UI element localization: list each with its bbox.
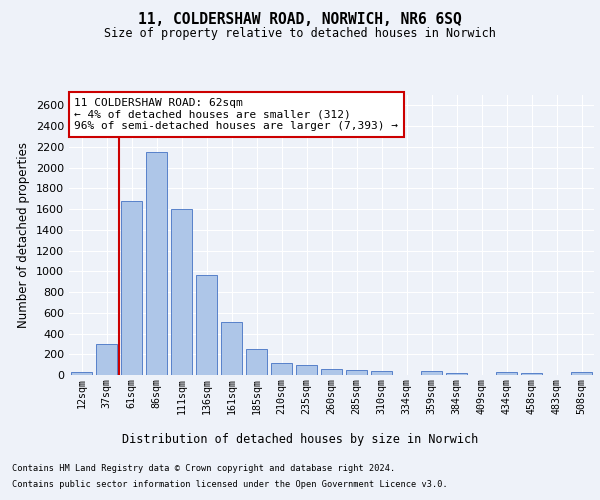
Text: 11 COLDERSHAW ROAD: 62sqm
← 4% of detached houses are smaller (312)
96% of semi-: 11 COLDERSHAW ROAD: 62sqm ← 4% of detach…	[74, 98, 398, 131]
Text: Contains public sector information licensed under the Open Government Licence v3: Contains public sector information licen…	[12, 480, 448, 489]
Text: 11, COLDERSHAW ROAD, NORWICH, NR6 6SQ: 11, COLDERSHAW ROAD, NORWICH, NR6 6SQ	[138, 12, 462, 28]
Bar	[196, 276, 217, 375]
Bar	[221, 322, 242, 375]
Text: Contains HM Land Registry data © Crown copyright and database right 2024.: Contains HM Land Registry data © Crown c…	[12, 464, 395, 473]
Bar	[421, 372, 442, 375]
Bar	[346, 370, 367, 375]
Bar	[71, 372, 92, 375]
Bar	[271, 362, 292, 375]
Bar	[521, 373, 542, 375]
Bar	[571, 372, 592, 375]
Bar	[296, 364, 317, 375]
Bar	[121, 201, 142, 375]
Bar	[496, 372, 517, 375]
Bar	[371, 371, 392, 375]
Bar	[446, 373, 467, 375]
Bar	[146, 152, 167, 375]
Text: Distribution of detached houses by size in Norwich: Distribution of detached houses by size …	[122, 432, 478, 446]
Bar	[171, 209, 192, 375]
Text: Size of property relative to detached houses in Norwich: Size of property relative to detached ho…	[104, 28, 496, 40]
Y-axis label: Number of detached properties: Number of detached properties	[17, 142, 31, 328]
Bar	[321, 370, 342, 375]
Bar	[246, 349, 267, 375]
Bar	[96, 344, 117, 375]
